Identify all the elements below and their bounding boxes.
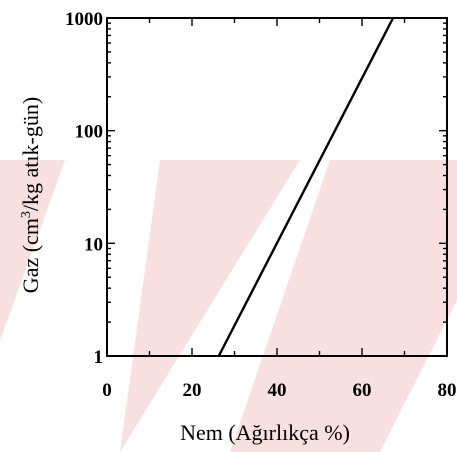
x-tick-label: 0 [102, 380, 112, 401]
y-tick-label: 1 [94, 347, 104, 368]
watermark-stripes [0, 160, 457, 452]
y-axis-title-part1: Gaz (cm [18, 218, 43, 293]
series-line [217, 17, 395, 357]
watermark-stripe [230, 160, 457, 452]
y-axis-title: Gaz (cm3/kg atık-gün) [18, 97, 43, 293]
axis-ticks [106, 17, 448, 357]
x-tick-label: 20 [183, 380, 202, 401]
x-tick-label: 40 [268, 380, 287, 401]
y-tick-label: 10 [84, 234, 103, 255]
y-tick-labels: 1 10 100 1000 [65, 9, 103, 368]
y-axis-title-sup: 3 [19, 211, 34, 218]
watermark-stripe [120, 160, 300, 452]
y-tick-label: 100 [75, 122, 104, 143]
watermark-stripe [0, 160, 65, 341]
x-axis-title: Nem (Ağırlıkça %) [180, 420, 350, 445]
x-tick-labels: 0 20 40 60 80 [102, 380, 456, 401]
y-axis-title-part2: /kg atık-gün) [18, 97, 43, 211]
series-lines [217, 17, 395, 357]
x-tick-label: 60 [353, 380, 372, 401]
x-tick-label: 80 [438, 380, 457, 401]
y-tick-label: 1000 [65, 9, 103, 30]
